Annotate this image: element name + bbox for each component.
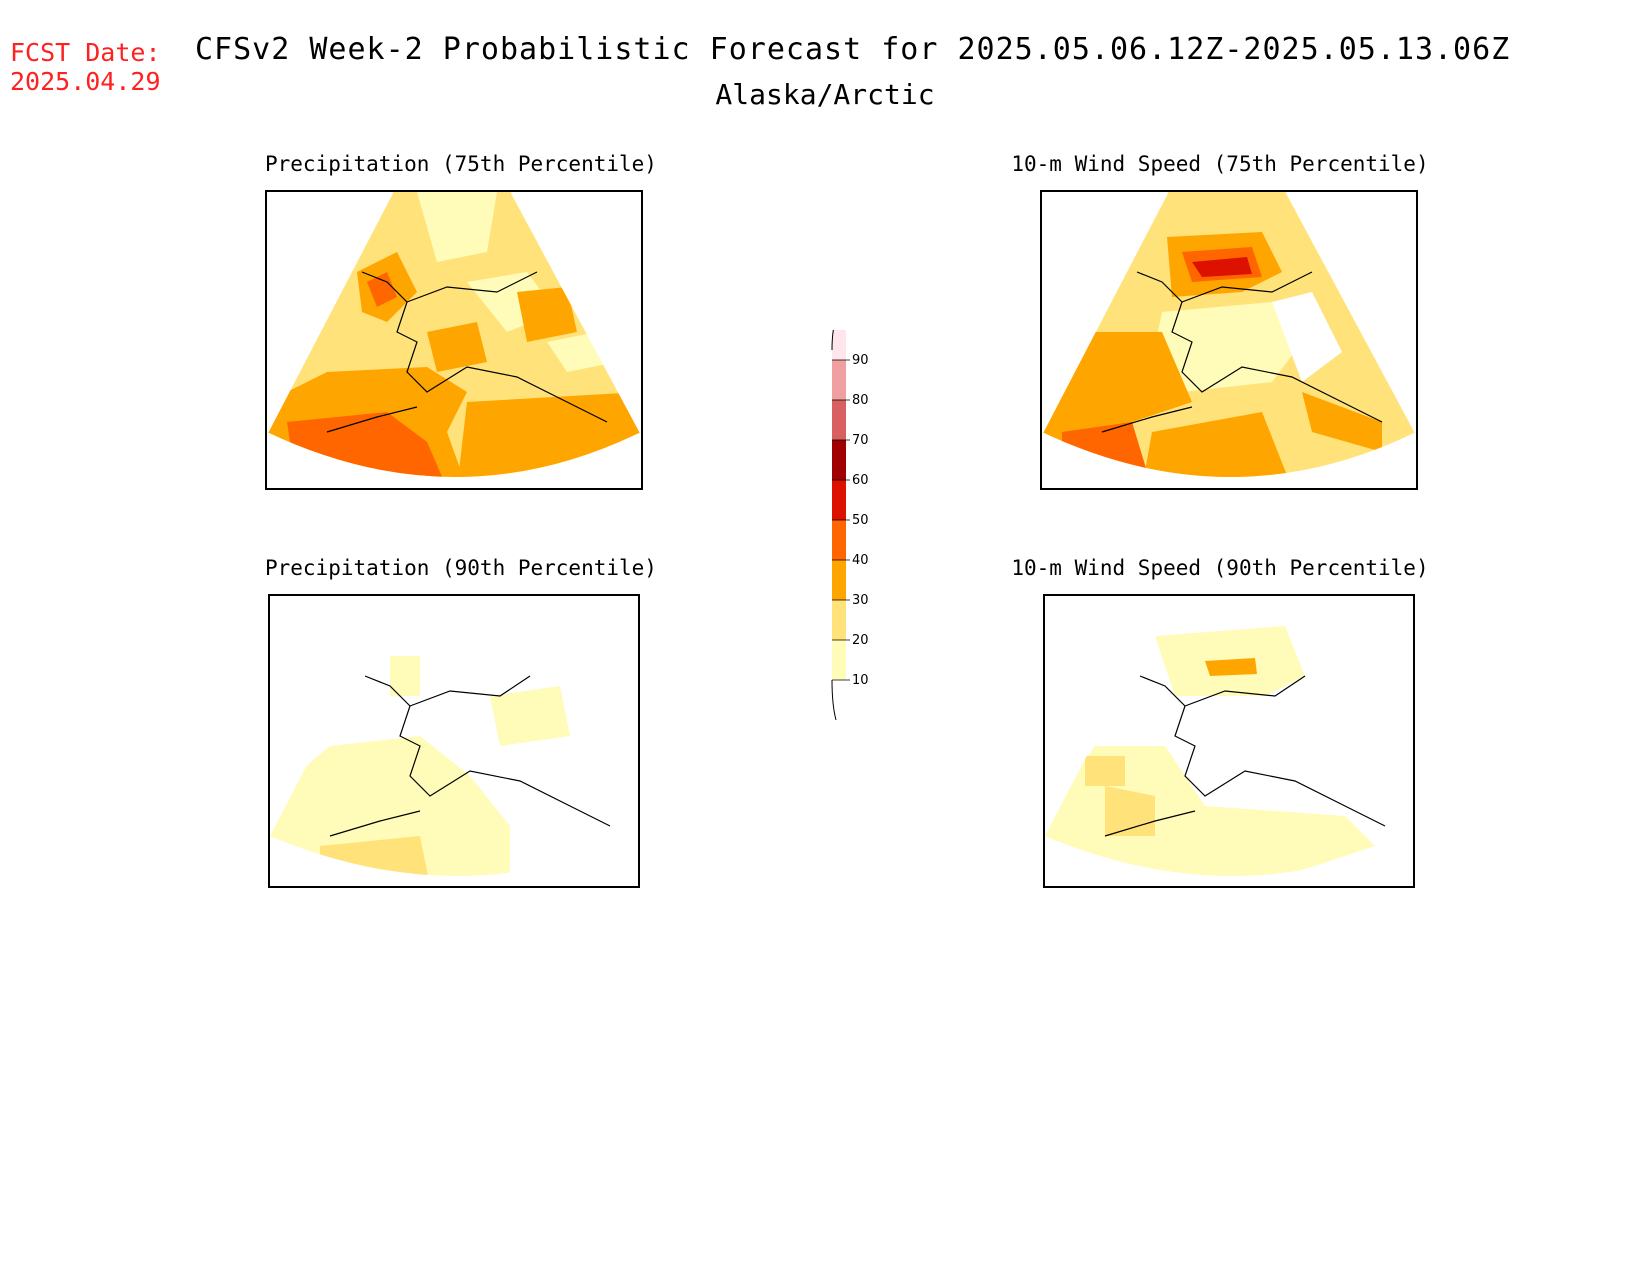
region-subtitle: Alaska/Arctic — [715, 78, 935, 111]
colorbar-tick-label: 70 — [852, 433, 869, 448]
map-precip-90 — [270, 596, 638, 876]
colorbar: 10 20 30 40 50 60 70 80 90 — [831, 330, 869, 721]
panel-title-wind-90: 10-m Wind Speed (90th Percentile) — [1011, 556, 1429, 580]
map-precip-75 — [267, 192, 641, 477]
colorbar-bottom-arrow — [831, 679, 837, 721]
forecast-date-value: 2025.04.29 — [10, 67, 161, 96]
colorbar-swatch — [832, 400, 846, 440]
map-panel-precip-90 — [268, 594, 640, 888]
colorbar-swatch — [832, 360, 846, 400]
colorbar-tick-label: 60 — [852, 473, 869, 488]
page-title: CFSv2 Week-2 Probabilistic Forecast for … — [195, 32, 1511, 67]
map-panel-wind-75 — [1040, 190, 1418, 490]
colorbar-swatch — [832, 330, 846, 360]
colorbar-swatch — [832, 600, 846, 640]
forecast-date-block: FCST Date: 2025.04.29 — [10, 38, 161, 96]
colorbar-tick-label: 30 — [852, 593, 869, 608]
colorbar-swatch — [832, 520, 846, 560]
colorbar-tick-label: 50 — [852, 513, 869, 528]
colorbar-top-arrow — [831, 330, 834, 351]
colorbar-swatch — [832, 560, 846, 600]
colorbar-tick-label: 80 — [852, 393, 869, 408]
colorbar-tick-label: 10 — [852, 673, 869, 688]
colorbar-swatch — [832, 640, 846, 680]
colorbar-swatch — [832, 440, 846, 480]
forecast-date-label: FCST Date: — [10, 38, 161, 67]
colorbar-tick-label: 90 — [852, 353, 869, 368]
colorbar-swatch — [832, 480, 846, 520]
panel-title-wind-75: 10-m Wind Speed (75th Percentile) — [1011, 152, 1429, 176]
map-panel-precip-75 — [265, 190, 643, 490]
colorbar-tick-label: 20 — [852, 633, 869, 648]
map-wind-75 — [1042, 192, 1416, 477]
map-wind-90 — [1045, 596, 1413, 876]
panel-title-precip-75: Precipitation (75th Percentile) — [265, 152, 657, 176]
colorbar-tick-label: 40 — [852, 553, 869, 568]
map-panel-wind-90 — [1043, 594, 1415, 888]
panel-title-precip-90: Precipitation (90th Percentile) — [265, 556, 657, 580]
